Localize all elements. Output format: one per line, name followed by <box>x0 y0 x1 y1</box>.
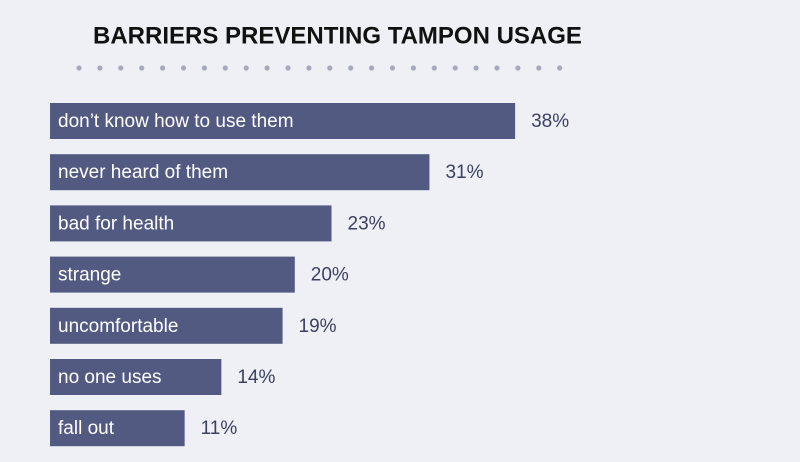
bar <box>50 154 430 191</box>
category-label: strange <box>58 265 121 286</box>
divider-dot <box>348 65 354 71</box>
value-label: 14% <box>237 367 275 388</box>
category-label: no one uses <box>58 367 162 388</box>
divider-dot <box>431 65 437 71</box>
divider-dot <box>452 65 458 71</box>
bar <box>50 410 185 447</box>
divider-dot <box>515 65 521 71</box>
divider-dot <box>494 65 500 71</box>
divider-dot <box>536 65 542 71</box>
value-label: 19% <box>299 316 337 337</box>
category-label: fall out <box>58 418 115 439</box>
divider-dot <box>76 65 82 71</box>
bar <box>50 359 222 395</box>
value-label: 11% <box>201 418 238 439</box>
divider-dot <box>389 65 396 71</box>
value-label: 38% <box>531 111 569 132</box>
divider-dot <box>327 65 333 71</box>
value-label: 20% <box>311 265 349 286</box>
bar <box>50 256 295 293</box>
divider-dot <box>139 65 145 71</box>
category-label: bad for health <box>58 213 174 234</box>
divider-dot <box>160 65 166 71</box>
category-label: don’t know how to use them <box>58 111 294 132</box>
divider-dot <box>201 65 207 71</box>
divider-dot <box>410 65 416 71</box>
divider-dot <box>118 65 124 71</box>
value-label: 31% <box>445 162 483 183</box>
category-label: never heard of them <box>58 162 228 183</box>
value-label: 23% <box>348 213 386 234</box>
divider-dot <box>369 65 375 71</box>
divider-dot <box>264 65 270 71</box>
divider-dot <box>557 65 563 71</box>
bar <box>50 205 332 242</box>
divider-dot <box>306 65 312 71</box>
category-label: uncomfortable <box>58 316 178 337</box>
divider-dot <box>285 65 291 71</box>
bar <box>50 103 516 139</box>
divider-dot <box>97 65 103 71</box>
divider-dot <box>473 65 479 71</box>
chart-title: BARRIERS PREVENTING TAMPON USAGE <box>93 22 582 49</box>
divider-dot <box>222 65 228 71</box>
divider-dot <box>243 65 249 71</box>
divider-dot <box>180 65 187 71</box>
bar <box>50 307 283 344</box>
dotted-divider <box>76 65 563 71</box>
